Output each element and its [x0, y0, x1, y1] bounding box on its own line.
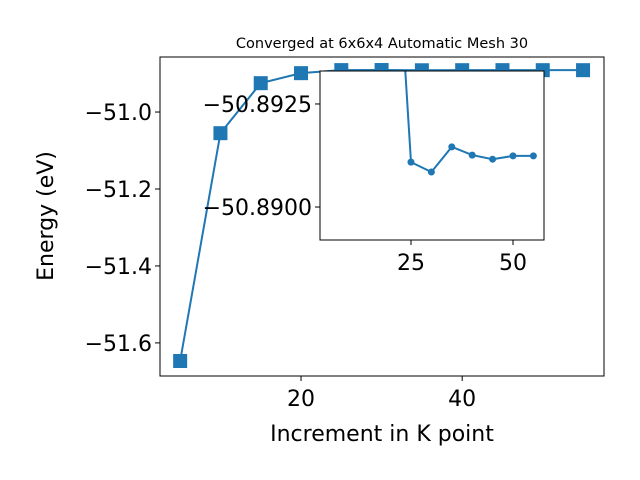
axes-frame: [319, 70, 545, 241]
marker: [253, 76, 268, 91]
y-tick-label: −51.4: [85, 255, 152, 280]
marker: [576, 63, 591, 78]
marker: [213, 126, 228, 141]
marker: [294, 66, 309, 81]
x-axis-label: Increment in K point: [270, 422, 494, 447]
marker: [509, 152, 517, 160]
marker: [173, 353, 188, 368]
y-tick-label: −51.2: [85, 178, 152, 203]
y-tick-label: −50.8925: [203, 93, 312, 118]
x-tick-label: 20: [287, 387, 315, 412]
y-tick-label: −51.6: [85, 332, 152, 357]
x-tick-label: 50: [499, 251, 527, 276]
x-tick-label: 25: [397, 251, 425, 276]
plot-area: [320, 71, 544, 240]
marker: [427, 168, 435, 176]
x-tick-label: 40: [448, 387, 476, 412]
marker: [529, 152, 537, 160]
marker: [448, 143, 456, 151]
series: [404, 71, 537, 176]
marker: [489, 155, 497, 163]
y-tick-label: −51.0: [85, 101, 152, 126]
axes-frame: [159, 56, 605, 377]
y-tick-label: −50.8900: [203, 196, 312, 221]
chart-title: Converged at 6x6x4 Automatic Mesh 30: [236, 36, 528, 52]
marker: [407, 158, 415, 166]
y-axis-label: Energy (eV): [34, 151, 59, 281]
marker: [468, 151, 476, 159]
